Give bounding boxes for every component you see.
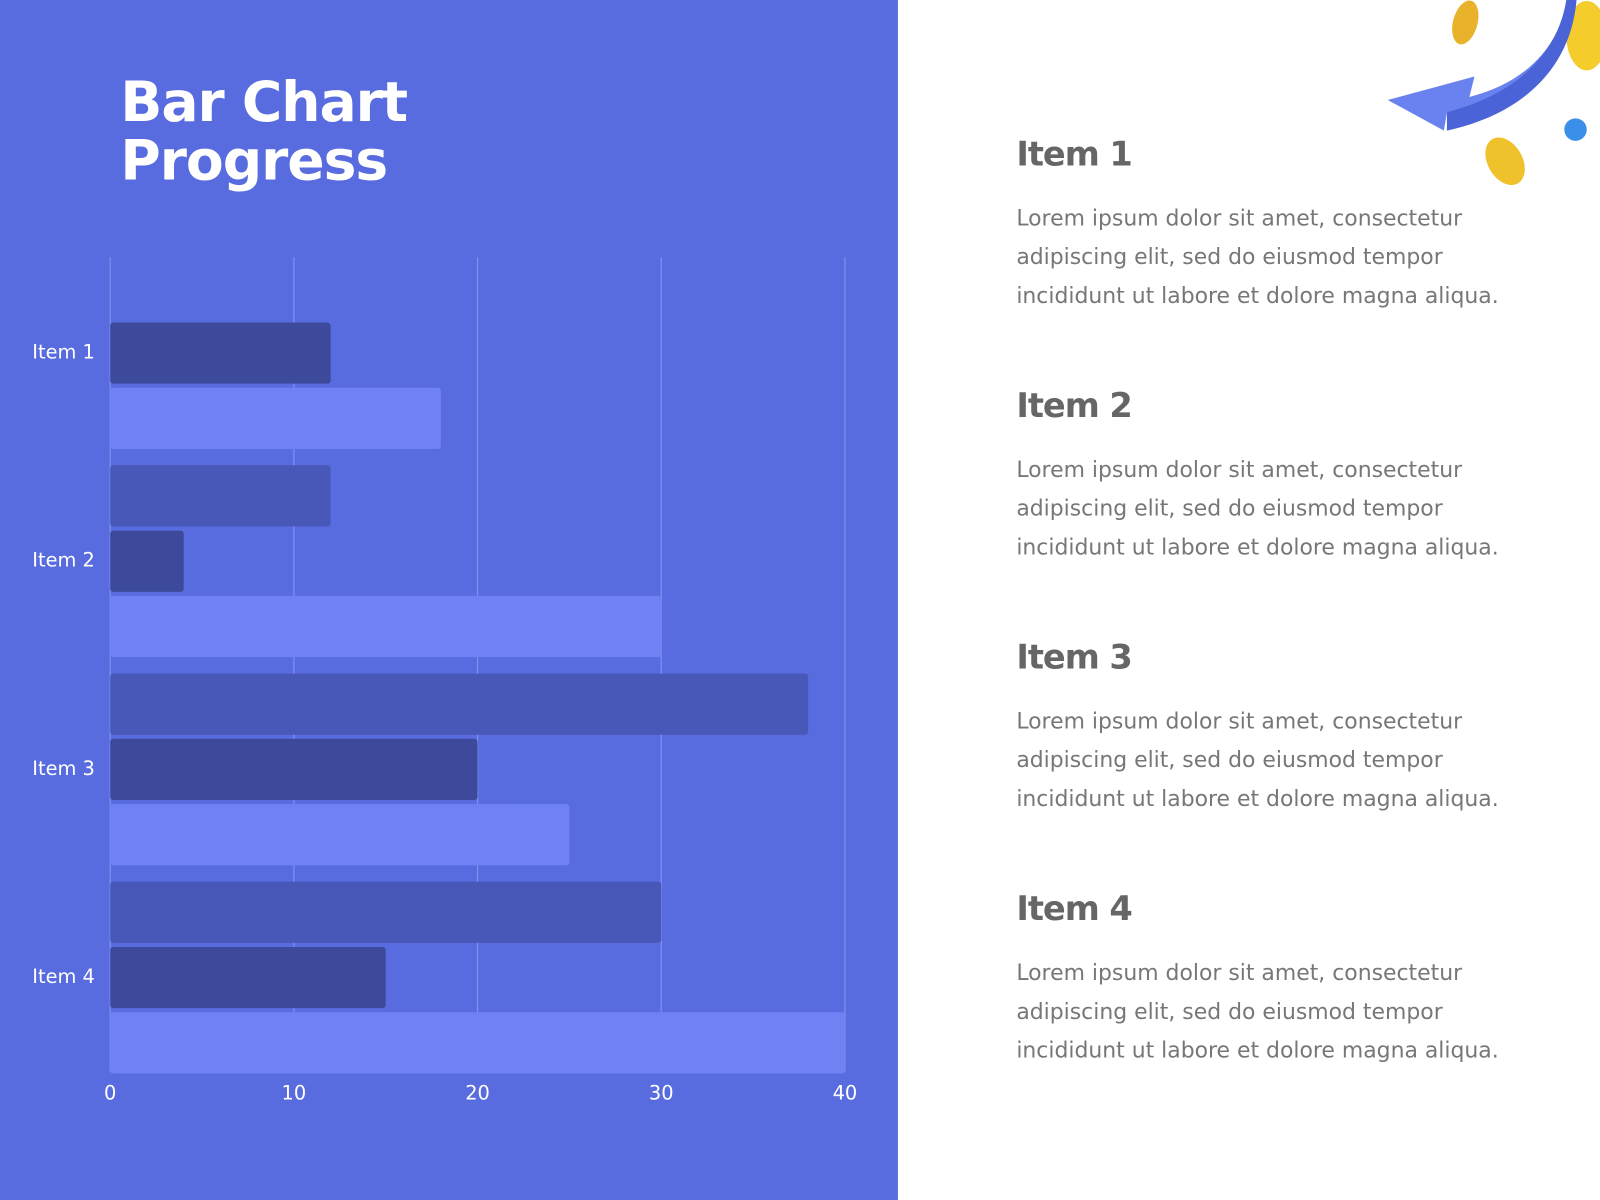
- bar: [110, 946, 386, 1009]
- y-tick-label: Item 2: [32, 549, 95, 572]
- item-text: adipiscing elit, sed do eiusmod tempor: [1016, 245, 1443, 270]
- item-text: incididunt ut labore et dolore magna ali…: [1016, 787, 1498, 812]
- bar: [110, 881, 662, 943]
- x-tick-label: 0: [104, 1081, 116, 1104]
- bar: [110, 673, 809, 735]
- item-text: Lorem ipsum dolor sit amet, consectetur: [1016, 961, 1463, 986]
- bar: [110, 465, 331, 527]
- item-heading: Item 2: [1016, 386, 1132, 425]
- items: Item 1 Lorem ipsum dolor sit amet, consec…: [1016, 135, 1498, 1064]
- item-heading: Item 3: [1016, 638, 1132, 677]
- plot: 0 10 20 30 40 Item 1 Item 2 Item 3 Item 4: [32, 257, 857, 1104]
- chart-title: Bar Chart: [120, 70, 407, 134]
- x-tick-label: 20: [465, 1081, 490, 1104]
- bar: [110, 1012, 845, 1074]
- item-text: incididunt ut labore et dolore magna ali…: [1016, 1039, 1498, 1064]
- decoration: [1387, 0, 1600, 185]
- text-panel: [897, 0, 1600, 1200]
- item-text: Lorem ipsum dolor sit amet, consectetur: [1016, 458, 1463, 483]
- chart-title: Progress: [120, 128, 387, 192]
- bar: [110, 738, 478, 800]
- x-tick-label: 40: [833, 1081, 858, 1104]
- x-tick-label: 10: [282, 1081, 307, 1104]
- item-text: adipiscing elit, sed do eiusmod tempor: [1016, 1000, 1443, 1025]
- item-text: incididunt ut labore et dolore magna ali…: [1016, 284, 1498, 309]
- item-text: adipiscing elit, sed do eiusmod tempor: [1016, 748, 1443, 773]
- bar: [110, 595, 662, 658]
- item-text: Lorem ipsum dolor sit amet, consectetur: [1016, 709, 1463, 734]
- y-tick-label: Item 4: [32, 965, 95, 988]
- item-text: incididunt ut labore et dolore magna ali…: [1016, 535, 1498, 560]
- item-text: Lorem ipsum dolor sit amet, consectetur: [1016, 206, 1463, 231]
- bar: [110, 804, 570, 866]
- y-tick-label: Item 3: [32, 757, 95, 780]
- item-text: adipiscing elit, sed do eiusmod tempor: [1016, 497, 1443, 522]
- bar: [110, 322, 331, 384]
- y-tick-label: Item 1: [32, 341, 95, 364]
- bar: [110, 530, 184, 592]
- item-heading: Item 4: [1016, 889, 1132, 928]
- bar: [110, 387, 441, 449]
- item-heading: Item 1: [1016, 135, 1132, 174]
- x-tick-label: 30: [649, 1081, 674, 1104]
